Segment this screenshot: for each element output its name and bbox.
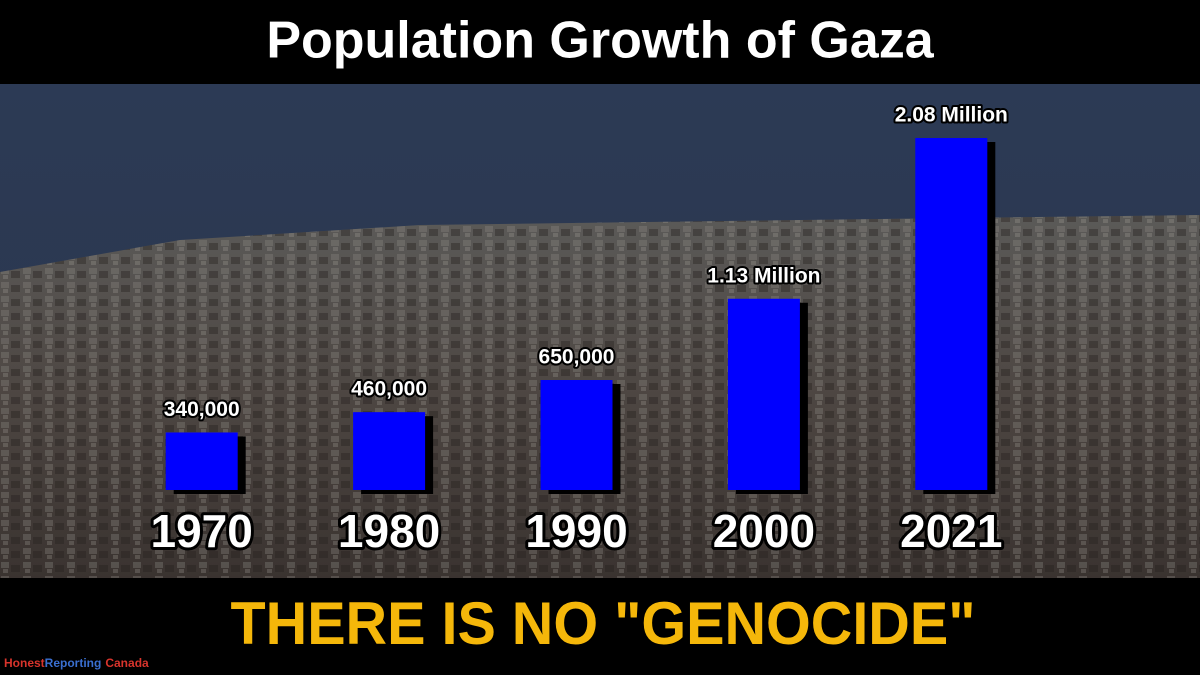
value-label: 1.13 Million — [707, 264, 820, 287]
x-tick-label: 1990 — [525, 505, 627, 557]
value-label: 340,000 — [164, 398, 240, 421]
value-label: 650,000 — [539, 346, 615, 369]
x-tick-label: 2000 — [713, 505, 815, 557]
bar — [540, 380, 613, 490]
chart-title: Population Growth of Gaza — [266, 12, 934, 70]
caption: THERE IS NO "GENOCIDE" — [231, 590, 976, 657]
title-band — [0, 0, 1200, 84]
bar — [353, 412, 426, 490]
bar — [165, 432, 238, 490]
watermark: HonestReporting Canada — [4, 656, 149, 670]
x-tick-label: 2021 — [900, 505, 1002, 557]
x-tick-label: 1980 — [338, 505, 440, 557]
bar — [915, 138, 988, 490]
watermark-part: Reporting — [45, 656, 102, 670]
value-label: 460,000 — [351, 378, 427, 401]
caption-band — [0, 578, 1200, 675]
watermark-part: Honest — [4, 656, 45, 670]
bar — [727, 298, 800, 490]
x-tick-label: 1970 — [151, 505, 253, 557]
value-label: 2.08 Million — [895, 104, 1008, 127]
watermark-part: Canada — [105, 656, 149, 670]
